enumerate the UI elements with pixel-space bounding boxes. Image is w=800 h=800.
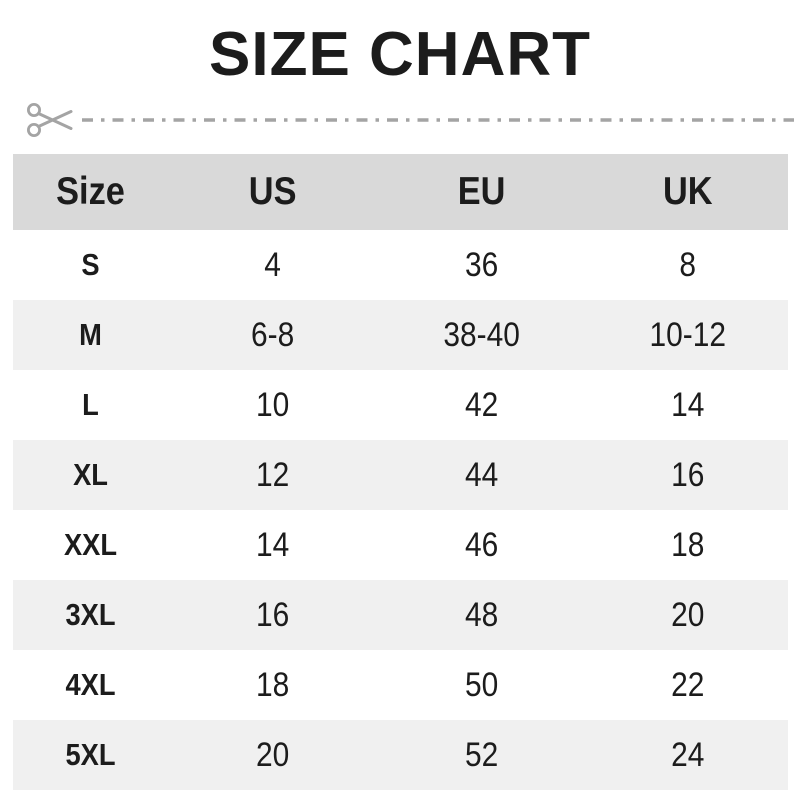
size-cell: S — [81, 247, 100, 282]
size-cell: XL — [73, 457, 108, 492]
size-cell: 3XL — [65, 597, 116, 632]
table-row: 4XL 18 50 22 — [13, 650, 788, 720]
eu-cell: 52 — [465, 735, 499, 774]
size-chart-table: Size US EU UK S 4 36 8 M 6-8 38-40 10-12… — [13, 154, 788, 790]
uk-cell: 14 — [670, 385, 704, 424]
size-cell: M — [79, 317, 102, 352]
eu-cell: 44 — [465, 455, 499, 494]
page-title: SIZE CHART — [209, 20, 591, 89]
table-body: S 4 36 8 M 6-8 38-40 10-12 L 10 42 14 XL… — [13, 230, 788, 790]
dashed-cut-line — [82, 118, 794, 122]
us-cell: 10 — [255, 385, 290, 424]
uk-cell: 8 — [678, 245, 696, 284]
column-header-us: US — [248, 170, 297, 213]
uk-cell: 18 — [670, 525, 704, 564]
table-row: XXL 14 46 18 — [13, 510, 788, 580]
eu-cell: 42 — [465, 385, 499, 424]
table-row: 5XL 20 52 24 — [13, 720, 788, 790]
eu-cell: 50 — [465, 665, 499, 704]
eu-cell: 36 — [465, 245, 499, 284]
table-header-row: Size US EU UK — [13, 154, 788, 230]
us-cell: 12 — [255, 455, 290, 494]
size-cell: L — [82, 387, 99, 422]
scissors-icon — [27, 103, 73, 137]
eu-cell: 38-40 — [443, 315, 521, 354]
uk-cell: 10-12 — [648, 315, 726, 354]
us-cell: 4 — [264, 245, 281, 284]
us-cell: 20 — [255, 735, 290, 774]
table-row: M 6-8 38-40 10-12 — [13, 300, 788, 370]
cut-line — [26, 100, 794, 140]
size-cell: 4XL — [65, 667, 116, 702]
uk-cell: 20 — [670, 595, 704, 634]
table-row: 3XL 16 48 20 — [13, 580, 788, 650]
table-row: XL 12 44 16 — [13, 440, 788, 510]
column-header-uk: UK — [662, 170, 713, 213]
uk-cell: 22 — [670, 665, 704, 704]
column-header-eu: EU — [458, 170, 506, 213]
us-cell: 16 — [255, 595, 290, 634]
eu-cell: 46 — [465, 525, 499, 564]
table-row: S 4 36 8 — [13, 230, 788, 300]
us-cell: 14 — [255, 525, 290, 564]
size-cell: XXL — [63, 527, 118, 562]
table-row: L 10 42 14 — [13, 370, 788, 440]
uk-cell: 24 — [670, 735, 704, 774]
eu-cell: 48 — [465, 595, 499, 634]
uk-cell: 16 — [670, 455, 704, 494]
us-cell: 6-8 — [250, 315, 295, 354]
size-cell: 5XL — [65, 737, 116, 772]
column-header-size: Size — [56, 170, 125, 213]
us-cell: 18 — [255, 665, 290, 704]
